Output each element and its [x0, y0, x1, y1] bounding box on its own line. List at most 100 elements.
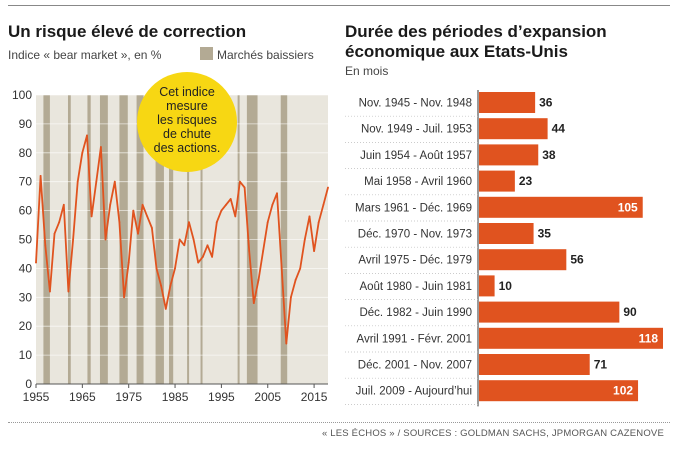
data-point — [317, 221, 320, 224]
y-tick-label: 60 — [19, 204, 33, 218]
category-label: Mai 1958 - Avril 1960 — [364, 176, 472, 188]
callout-text-line: de chute — [163, 127, 211, 141]
bar — [479, 144, 539, 166]
category-label: Juil. 2009 - Aujourd’hui — [356, 386, 472, 398]
data-point — [113, 180, 116, 183]
data-point — [178, 238, 181, 241]
y-tick-label: 30 — [19, 290, 33, 304]
x-tick-label: 1965 — [69, 390, 96, 404]
y-tick-label: 70 — [19, 175, 33, 189]
callout-text-line: les risques — [157, 113, 217, 127]
data-point — [127, 261, 130, 264]
y-tick-label: 10 — [19, 348, 33, 362]
category-label: Déc. 1970 - Nov. 1973 — [358, 229, 472, 241]
data-point — [308, 215, 311, 218]
data-point — [169, 284, 172, 287]
callout-text-line: mesure — [166, 99, 208, 113]
data-point — [62, 203, 65, 206]
bar-value-label: 23 — [519, 174, 533, 188]
expansion-duration-bar-chart: Nov. 1945 - Nov. 1948 36 Nov. 1949 - Juil.… — [345, 90, 663, 407]
top-rule — [8, 5, 670, 6]
category-label: Juin 1954 - Août 1957 — [360, 150, 472, 162]
data-point — [141, 203, 144, 206]
bar-value-label: 71 — [594, 358, 608, 372]
callout-text-line: Cet indice — [159, 85, 215, 99]
data-point — [234, 215, 237, 218]
data-point — [313, 250, 315, 252]
right-chart-subtitle: En mois — [345, 64, 389, 78]
data-point — [303, 238, 306, 241]
data-point — [290, 296, 292, 299]
bar-value-label: 102 — [613, 384, 633, 398]
bar-value-label: 10 — [499, 279, 513, 293]
x-tick-label: 2015 — [301, 390, 328, 404]
left-chart-title: Un risque élevé de correction — [8, 22, 247, 41]
data-point — [160, 284, 163, 287]
callout-bubble — [137, 72, 237, 172]
data-point — [164, 307, 167, 310]
data-point — [155, 267, 158, 270]
data-point — [53, 232, 56, 235]
right-chart-title-line2: économique aux Etats-Unis — [345, 42, 568, 61]
y-tick-label: 80 — [19, 146, 33, 160]
data-point — [276, 192, 278, 195]
y-tick-label: 50 — [19, 233, 33, 247]
data-point — [132, 209, 135, 212]
data-point — [58, 221, 61, 224]
data-point — [211, 255, 214, 258]
y-tick-label: 100 — [12, 88, 32, 102]
data-point — [150, 227, 153, 229]
data-point — [76, 180, 79, 183]
category-label: Avril 1991 - Févr. 2001 — [357, 333, 473, 345]
data-point — [257, 279, 260, 281]
x-tick-label: 1955 — [23, 390, 50, 404]
x-tick-label: 1975 — [115, 390, 142, 404]
bear-market-index-line — [35, 134, 329, 345]
footer-rule — [8, 422, 670, 423]
bar — [479, 327, 663, 349]
data-point — [174, 267, 176, 270]
data-point — [252, 302, 255, 304]
data-point — [137, 232, 139, 235]
data-point — [44, 244, 47, 247]
data-point — [271, 203, 274, 206]
bar — [479, 170, 515, 192]
bar — [479, 275, 495, 297]
data-point — [215, 221, 218, 224]
right-chart-title-line1: Durée des périodes d’expansion — [345, 22, 607, 41]
legend-swatch — [200, 47, 213, 60]
data-point — [262, 250, 265, 252]
y-tick-label: 90 — [19, 117, 33, 131]
data-point — [248, 250, 251, 252]
category-label: Nov. 1949 - Juil. 1953 — [361, 124, 472, 136]
data-point — [285, 342, 288, 345]
data-point — [99, 146, 102, 148]
data-point — [266, 221, 269, 224]
data-point — [239, 180, 241, 183]
data-point — [95, 180, 98, 183]
x-tick-label: 1995 — [208, 390, 235, 404]
source-note: « LES ÉCHOS » / SOURCES : GOLDMAN SACHS,… — [321, 428, 664, 439]
data-point — [188, 221, 190, 224]
category-label: Août 1980 - Juin 1981 — [359, 281, 472, 293]
data-point — [243, 186, 246, 189]
bear-market-line-chart: 0 10 20 30 40 50 60 70 80 90 100 1955 1965 1975 1985 19… — [12, 72, 329, 404]
bar — [479, 249, 567, 271]
bar — [479, 380, 639, 402]
bar — [479, 354, 590, 375]
data-point — [294, 279, 297, 281]
y-tick-label: 20 — [19, 319, 33, 333]
x-tick-label: 2005 — [254, 390, 281, 404]
data-point — [322, 203, 325, 206]
data-point — [109, 203, 112, 206]
data-point — [81, 151, 84, 154]
data-point — [49, 290, 51, 293]
data-point — [35, 261, 37, 264]
x-tick-label: 1985 — [162, 390, 189, 404]
data-point — [86, 134, 88, 137]
data-point — [197, 261, 200, 264]
left-chart-subtitle: Indice « bear market », en % — [8, 48, 162, 62]
bar — [479, 92, 536, 113]
data-point — [206, 244, 209, 247]
data-point — [90, 215, 93, 218]
